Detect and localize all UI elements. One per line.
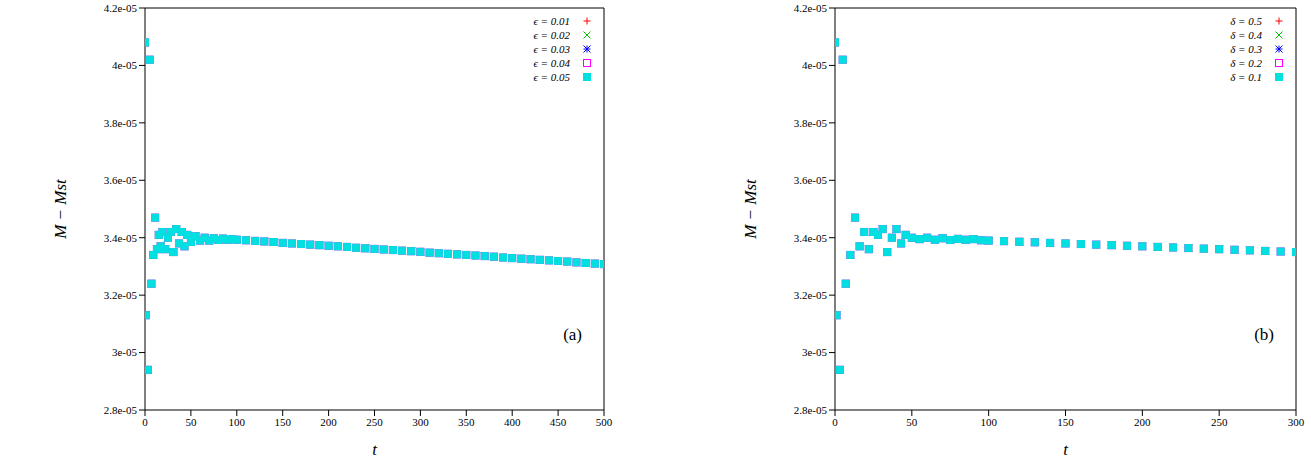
svg-text:150: 150: [1057, 416, 1074, 428]
svg-text:450: 450: [550, 416, 567, 428]
html-text:(a): (a): [563, 325, 582, 344]
svg-text:300: 300: [1288, 416, 1303, 428]
svg-text:4e-05: 4e-05: [112, 59, 138, 71]
svg-text:3.4e-05: 3.4e-05: [104, 232, 138, 244]
svg-text:0: 0: [832, 416, 838, 428]
html-text:ϵ = 0.02: ϵ = 0.02: [533, 29, 570, 41]
svg-text:4e-05: 4e-05: [802, 59, 828, 71]
html-text:ϵ = 0.01: ϵ = 0.01: [533, 15, 570, 27]
svg-text:M − Mst: M − Mst: [741, 178, 760, 240]
svg-text:100: 100: [229, 416, 246, 428]
svg-text:3e-05: 3e-05: [112, 346, 138, 358]
svg-text:200: 200: [320, 416, 337, 428]
html-text:δ = 0.3: δ = 0.3: [1230, 43, 1262, 55]
svg-text:250: 250: [1211, 416, 1228, 428]
html-text:ϵ = 0.03: ϵ = 0.03: [533, 43, 570, 55]
svg-text:500: 500: [596, 416, 613, 428]
svg-text:250: 250: [366, 416, 383, 428]
svg-text:100: 100: [980, 416, 997, 428]
svg-text:50: 50: [906, 416, 918, 428]
svg-text:3.6e-05: 3.6e-05: [104, 174, 138, 186]
html-text:ϵ = 0.04: ϵ = 0.04: [533, 57, 570, 69]
svg-text:2.8e-05: 2.8e-05: [794, 404, 828, 416]
svg-text:2.8e-05: 2.8e-05: [104, 404, 138, 416]
svg-text:3.6e-05: 3.6e-05: [794, 174, 828, 186]
svg-text:400: 400: [504, 416, 521, 428]
svg-text:200: 200: [1134, 416, 1151, 428]
svg-text:M − Mst: M − Mst: [51, 178, 70, 240]
svg-text:50: 50: [185, 416, 197, 428]
svg-text:4.2e-05: 4.2e-05: [794, 2, 828, 14]
svg-text:3e-05: 3e-05: [802, 346, 828, 358]
svg-text:300: 300: [412, 416, 429, 428]
svg-text:3.4e-05: 3.4e-05: [794, 232, 828, 244]
svg-text:t: t: [1063, 440, 1069, 459]
svg-text:3.8e-05: 3.8e-05: [104, 117, 138, 129]
html-text:δ = 0.2: δ = 0.2: [1230, 57, 1262, 69]
html-text:(b): (b): [1254, 325, 1274, 344]
html-text:ϵ = 0.05: ϵ = 0.05: [533, 71, 570, 83]
html-text:δ = 0.4: δ = 0.4: [1230, 29, 1262, 41]
svg-text:4.2e-05: 4.2e-05: [104, 2, 138, 14]
html-text:δ = 0.5: δ = 0.5: [1230, 15, 1262, 27]
svg-text:t: t: [372, 440, 378, 459]
svg-text:3.2e-05: 3.2e-05: [794, 289, 828, 301]
svg-text:150: 150: [274, 416, 291, 428]
svg-text:0: 0: [142, 416, 148, 428]
svg-text:3.8e-05: 3.8e-05: [794, 117, 828, 129]
html-text:δ = 0.1: δ = 0.1: [1230, 71, 1262, 83]
svg-text:350: 350: [458, 416, 475, 428]
svg-text:3.2e-05: 3.2e-05: [104, 289, 138, 301]
